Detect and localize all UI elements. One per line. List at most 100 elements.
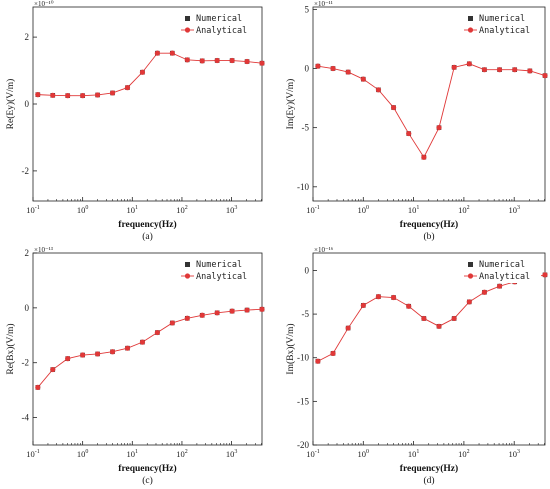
analytical-marker: [184, 57, 190, 63]
legend-numerical-label: Numerical: [196, 260, 242, 270]
analytical-marker: [109, 90, 116, 96]
analytical-marker: [315, 358, 321, 364]
analytical-marker: [466, 299, 472, 305]
chart-panel-a: 10-1 100 101 102 103 2 0 -2 ×10⁻¹⁰ frequency(Hz) R…: [5, 0, 265, 242]
axis-multiplier: ×10⁻¹⁰: [34, 0, 54, 8]
legend-analytical-label: Analytical: [196, 26, 247, 36]
legend-analytical-label: Analytical: [479, 272, 530, 282]
y-tick-label: -4: [22, 413, 30, 423]
analytical-marker: [330, 65, 336, 72]
axis-multiplier: ×10⁻¹³: [34, 246, 53, 254]
panel-label: (b): [423, 231, 434, 242]
legend-analytical-label: Analytical: [479, 26, 530, 36]
analytical-marker: [94, 351, 101, 357]
analytical-marker: [214, 310, 220, 316]
analytical-marker: [139, 339, 146, 345]
y-tick-label: -20: [297, 440, 309, 450]
analytical-marker: [124, 85, 131, 91]
analytical-marker: [496, 67, 503, 73]
legend-box: [180, 11, 258, 37]
x-tick-label: 103: [226, 205, 238, 215]
x-axis-label: frequency(Hz): [400, 463, 458, 474]
analytical-marker: [199, 58, 205, 64]
analytical-marker: [154, 50, 160, 56]
analytical-marker: [481, 67, 488, 73]
series-line-analytical: [37, 308, 263, 388]
y-tick-label: -10: [297, 353, 309, 363]
legend-numerical-marker: [185, 262, 190, 267]
x-tick-label: 102: [458, 205, 470, 215]
analytical-marker: [375, 87, 382, 93]
analytical-marker: [406, 130, 412, 137]
x-tick-label: 100: [358, 449, 370, 459]
legend-numerical-label: Numerical: [479, 260, 525, 270]
analytical-marker: [406, 303, 412, 309]
x-tick-label: 101: [408, 205, 420, 215]
legend-box: [180, 257, 258, 283]
x-axis-label: frequency(Hz): [400, 219, 458, 230]
x-tick-label: 100: [77, 449, 89, 459]
y-tick-label: -15: [297, 396, 309, 406]
analytical-marker: [345, 325, 351, 331]
analytical-marker: [229, 57, 235, 64]
analytical-marker: [244, 307, 250, 313]
x-tick-label: 102: [458, 449, 470, 459]
x-tick-label: 102: [176, 205, 188, 215]
x-axis-label: frequency(Hz): [118, 219, 176, 230]
y-tick-label: -10: [297, 182, 309, 192]
y-tick-label: 0: [305, 265, 310, 275]
panel-label: (a): [142, 231, 153, 242]
y-axis-label: Im(Bx)(V/m): [285, 323, 296, 374]
legend-box: [463, 257, 541, 283]
analytical-marker: [35, 384, 41, 390]
analytical-marker: [360, 302, 366, 308]
analytical-marker: [65, 356, 71, 362]
x-tick-label: 101: [127, 205, 139, 215]
x-tick-label: 103: [508, 449, 520, 459]
analytical-marker: [169, 320, 175, 326]
x-tick-label: 103: [508, 205, 520, 215]
analytical-marker: [229, 308, 235, 314]
y-tick-label: -5: [302, 309, 310, 319]
analytical-marker: [436, 323, 442, 329]
series-line-analytical: [317, 63, 546, 159]
analytical-marker: [330, 350, 336, 356]
analytical-marker: [451, 64, 457, 70]
y-tick-label: 0: [305, 64, 310, 74]
analytical-marker: [259, 306, 265, 312]
analytical-marker: [360, 76, 366, 82]
analytical-marker: [436, 125, 442, 131]
y-tick-label: 0: [25, 99, 30, 109]
analytical-marker: [315, 63, 321, 69]
legend: Numerical Analytical: [463, 257, 541, 283]
legend-numerical-marker: [185, 16, 190, 21]
analytical-marker: [451, 315, 457, 322]
analytical-marker: [542, 73, 548, 79]
analytical-marker: [512, 67, 518, 73]
y-axis-label: Re(Bx)(V/m): [5, 323, 16, 374]
analytical-marker: [50, 366, 56, 373]
legend-numerical-label: Numerical: [196, 14, 242, 24]
chart-panel-c: 10-1 100 101 102 103 2 0 -2 -4 ×10⁻¹³ frequency(Hz…: [5, 246, 265, 486]
analytical-marker: [375, 294, 382, 300]
x-tick-label: 101: [408, 449, 420, 459]
panel-label: (d): [423, 475, 434, 486]
legend: Numerical Analytical: [180, 11, 258, 37]
analytical-marker: [421, 154, 427, 160]
analytical-marker: [184, 315, 190, 321]
legend-numerical-marker: [468, 262, 473, 267]
analytical-marker: [199, 312, 205, 318]
x-tick-label: 102: [176, 449, 188, 459]
analytical-marker: [139, 69, 146, 75]
legend-box: [463, 11, 541, 37]
axis-multiplier: ×10⁻¹¹: [314, 0, 333, 8]
analytical-marker: [50, 92, 56, 98]
x-tick-label: 103: [226, 449, 238, 459]
y-tick-label: -2: [22, 166, 30, 176]
analytical-marker: [80, 352, 86, 358]
y-tick-label: 0: [25, 303, 30, 313]
panel-label: (c): [142, 475, 153, 486]
chart-panel-d: 10-1 100 101 102 103 0 -5 -10 -15 -20 ×10⁻¹⁶ freque…: [285, 246, 548, 486]
x-tick-label: 101: [127, 449, 139, 459]
